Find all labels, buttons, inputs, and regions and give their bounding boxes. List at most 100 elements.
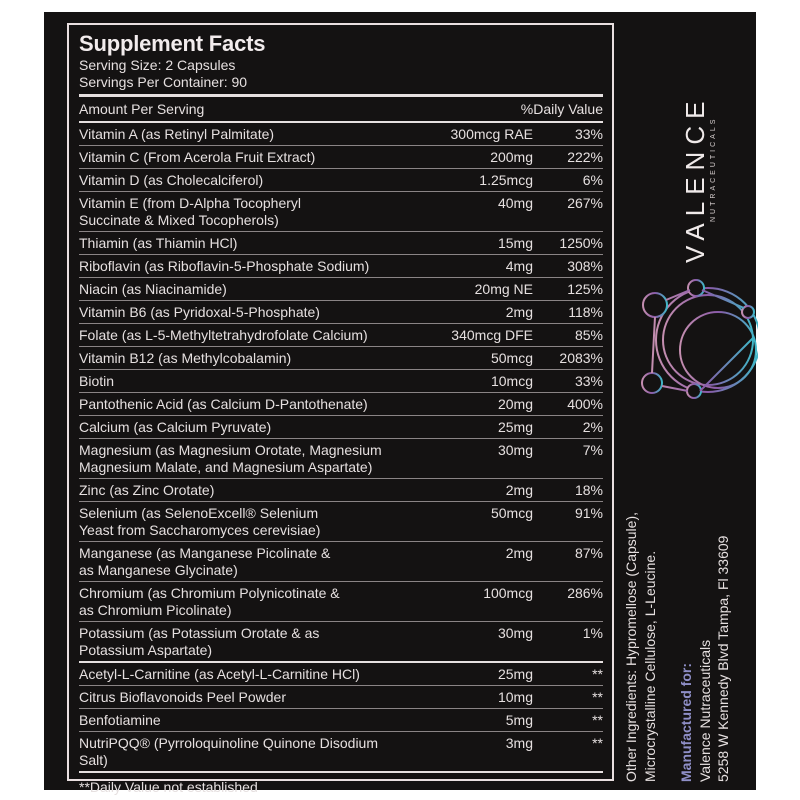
row-divider [79,277,603,278]
nutrient-amount: 100mcg [483,585,533,601]
footnote: **Daily Value not established [79,779,258,795]
divider [79,94,603,97]
nutrient-name: Potassium (as Potassium Orotate & as Pota… [79,625,403,659]
serving-size: Serving Size: 2 Capsules [79,57,236,73]
nutrient-name: Thiamin (as Thiamin HCl) [79,235,403,252]
row-divider [79,231,603,232]
nutrient-name-line: Magnesium (as Magnesium Orotate, Magnesi… [79,442,382,458]
row-divider [79,145,603,146]
table-row: Zinc (as Zinc Orotate) 2mg 18% [79,479,603,501]
row-divider [79,300,603,301]
servings-per-container: Servings Per Container: 90 [79,74,248,90]
nutrient-name-line: Acetyl-L-Carnitine (as Acetyl-L-Carnitin… [79,666,360,682]
supplement-facts-panel: Supplement Facts Serving Size: 2 Capsule… [67,23,614,795]
row-divider [79,501,603,502]
other-ingredients-line-2: Microcrystalline Cellulose, L-Leucine. [641,550,658,782]
row-divider [79,392,603,393]
nutrient-name: NutriPQQ® (Pyrroloquinoline Quinone Diso… [79,735,403,769]
nutrient-amount: 5mg [505,712,533,728]
amount-header: Amount Per Serving [79,101,205,117]
table-row: Calcium (as Calcium Pyruvate) 25mg 2% [79,416,603,438]
row-divider [79,323,603,324]
nutrient-name-line: Vitamin B6 (as Pyridoxal-5-Phosphate) [79,304,320,320]
row-divider [79,168,603,169]
dv-header: %Daily Value [520,101,603,117]
nutrient-name-line: as Chromium Picolinate) [79,602,232,618]
nutrient-name-line: NutriPQQ® (Pyrroloquinoline Quinone Diso… [79,735,378,768]
table-row: Vitamin B12 (as Methylcobalamin) 50mcg 208… [79,347,603,369]
nutrient-amount: 4mg [505,258,533,274]
nutrient-name: Manganese (as Manganese Picolinate & as M… [79,545,403,579]
row-divider [79,581,603,582]
row-divider [79,478,603,479]
nutrient-daily-value: 2083% [559,350,603,366]
nutrient-amount: 300mcg RAE [450,126,533,142]
table-header: Amount Per Serving %Daily Value [79,97,603,121]
nutrient-amount: 50mcg [490,505,533,521]
nutrient-name-line: Thiamin (as Thiamin HCl) [79,235,238,251]
nutrient-amount: 40mg [497,195,533,211]
nutrient-amount: 30mg [497,625,533,641]
nutrient-name: Vitamin B6 (as Pyridoxal-5-Phosphate) [79,304,403,321]
table-row: Selenium (as SelenoExcell® Selenium Yeast… [79,502,603,541]
nutrient-name-line: Vitamin C (From Acerola Fruit Extract) [79,149,316,165]
row-divider [79,708,603,709]
table-row: Thiamin (as Thiamin HCl) 15mg 1250% [79,232,603,254]
row-divider [79,685,603,686]
nutrient-amount: 20mg NE [474,281,533,297]
row-divider [79,541,603,542]
table-row: Manganese (as Manganese Picolinate & as M… [79,542,603,581]
nutrient-daily-value: 33% [574,373,603,389]
nutrient-daily-value: 308% [567,258,603,274]
company-address: 5258 W Kennedy Blvd Tampa, Fl 33609 [715,535,731,782]
nutrient-name: Calcium (as Calcium Pyruvate) [79,419,403,436]
divider [79,661,603,663]
nutrient-name: Niacin (as Niacinamide) [79,281,403,298]
table-row: Citrus Bioflavonoids Peel Powder 10mg ** [79,686,603,708]
nutrient-daily-value: 87% [574,545,603,561]
nutrient-daily-value: 1250% [559,235,603,251]
table-row: Benfotiamine 5mg ** [79,709,603,731]
nutrient-name-line: Manganese (as Manganese Picolinate & [79,545,331,561]
nutrient-daily-value: ** [592,689,603,705]
divider [79,771,603,773]
nutrient-amount: 340mcg DFE [451,327,533,343]
nutrient-name: Vitamin E (from D-Alpha Tocopheryl Succin… [79,195,403,229]
nutrient-name: Vitamin C (From Acerola Fruit Extract) [79,149,403,166]
nutrient-name-line: Benfotiamine [79,712,161,728]
nutrient-daily-value: 118% [568,304,603,320]
nutrient-list: Vitamin A (as Retinyl Palmitate) 300mcg R… [79,123,603,661]
nutrient-name-line: Zinc (as Zinc Orotate) [79,482,215,498]
nutrient-amount: 2mg [505,545,533,561]
nutrient-amount: 25mg [497,666,533,682]
table-row: Folate (as L-5-Methyltetrahydrofolate Ca… [79,324,603,346]
nutrient-name: Biotin [79,373,403,390]
panel-title: Supplement Facts [79,31,266,56]
nutrient-name-line: Succinate & Mixed Tocopherols) [79,212,279,228]
nutrient-daily-value: 267% [567,195,603,211]
nutrient-daily-value: 125% [567,281,603,297]
table-row: Vitamin E (from D-Alpha Tocopheryl Succin… [79,192,603,231]
other-ingredient-list: Acetyl-L-Carnitine (as Acetyl-L-Carnitin… [79,663,603,771]
label-background [44,12,756,790]
nutrient-name-line: Pantothenic Acid (as Calcium D-Pantothen… [79,396,368,412]
nutrient-name: Selenium (as SelenoExcell® Selenium Yeast… [79,505,403,539]
ingredients-and-manufacturer: Other Ingredients: Hypromellose (Capsule… [622,512,733,782]
nutrient-name: Pantothenic Acid (as Calcium D-Pantothen… [79,396,403,413]
nutrient-name-line: Chromium (as Chromium Polynicotinate & [79,585,340,601]
nutrient-name: Vitamin D (as Cholecalciferol) [79,172,403,189]
nutrient-daily-value: 18% [574,482,603,498]
nutrient-name-line: Citrus Bioflavonoids Peel Powder [79,689,286,705]
nutrient-name-line: Folate (as L-5-Methyltetrahydrofolate Ca… [79,327,368,343]
row-divider [79,621,603,622]
brand-name: VALENCE [680,94,710,263]
nutrient-amount: 25mg [497,419,533,435]
nutrient-daily-value: 91% [574,505,603,521]
row-divider [79,415,603,416]
nutrient-name-line: Yeast from Saccharomyces cerevisiae) [79,522,321,538]
nutrient-daily-value: ** [592,735,603,751]
nutrient-name: Vitamin A (as Retinyl Palmitate) [79,126,403,143]
nutrient-daily-value: 7% [582,442,603,458]
company-name: Valence Nutraceuticals [696,639,713,782]
row-divider [79,369,603,370]
